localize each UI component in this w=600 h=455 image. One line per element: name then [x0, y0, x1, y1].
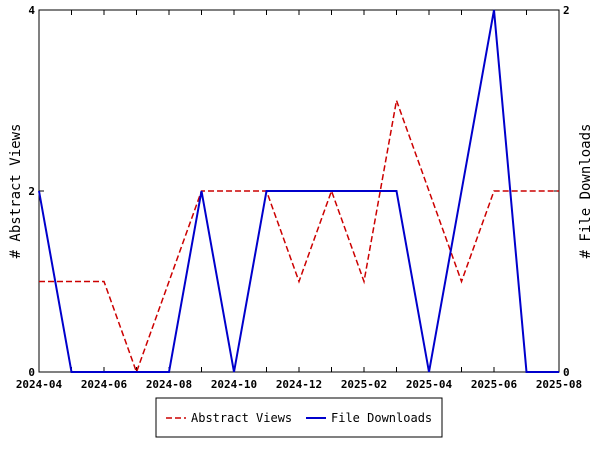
series-layer	[38, 9, 559, 375]
x-tick-label: 2024-08	[146, 378, 192, 391]
right-y-axis: 02	[554, 4, 570, 379]
x-tick-label: 2024-06	[81, 378, 128, 391]
right-axis-title: # File Downloads	[578, 124, 594, 259]
x-axis: 2024-04 2024-06 2024-08 2024-10 2024-12 2025-…	[16, 10, 582, 391]
left-y-axis: 0 2 4	[28, 4, 44, 379]
left-axis-title: # Abstract Views	[8, 124, 24, 259]
left-y-tick-label: 4	[28, 4, 35, 17]
series-line-file-downloads	[38, 9, 559, 373]
x-tick-label: 2024-12	[276, 378, 322, 391]
x-tick-label: 2024-04	[16, 378, 63, 391]
legend: Abstract Views File Downloads	[155, 397, 443, 438]
x-tick-label: 2025-06	[471, 378, 518, 391]
legend-label-abstract-views: Abstract Views	[191, 411, 292, 425]
left-y-tick-label: 0	[28, 366, 35, 379]
x-tick-label: 2024-10	[211, 378, 257, 391]
x-tick-label: 2025-04	[406, 378, 453, 391]
legend-label-file-downloads: File Downloads	[331, 411, 432, 425]
series-line-abstract-views	[39, 97, 559, 375]
legend-box	[155, 397, 443, 438]
left-y-tick-label: 2	[28, 185, 35, 198]
right-y-tick-label: 2	[563, 4, 570, 17]
right-y-tick-label: 0	[563, 366, 570, 379]
x-tick-label: 2025-08	[536, 378, 582, 391]
x-tick-label: 2025-02	[341, 378, 387, 391]
